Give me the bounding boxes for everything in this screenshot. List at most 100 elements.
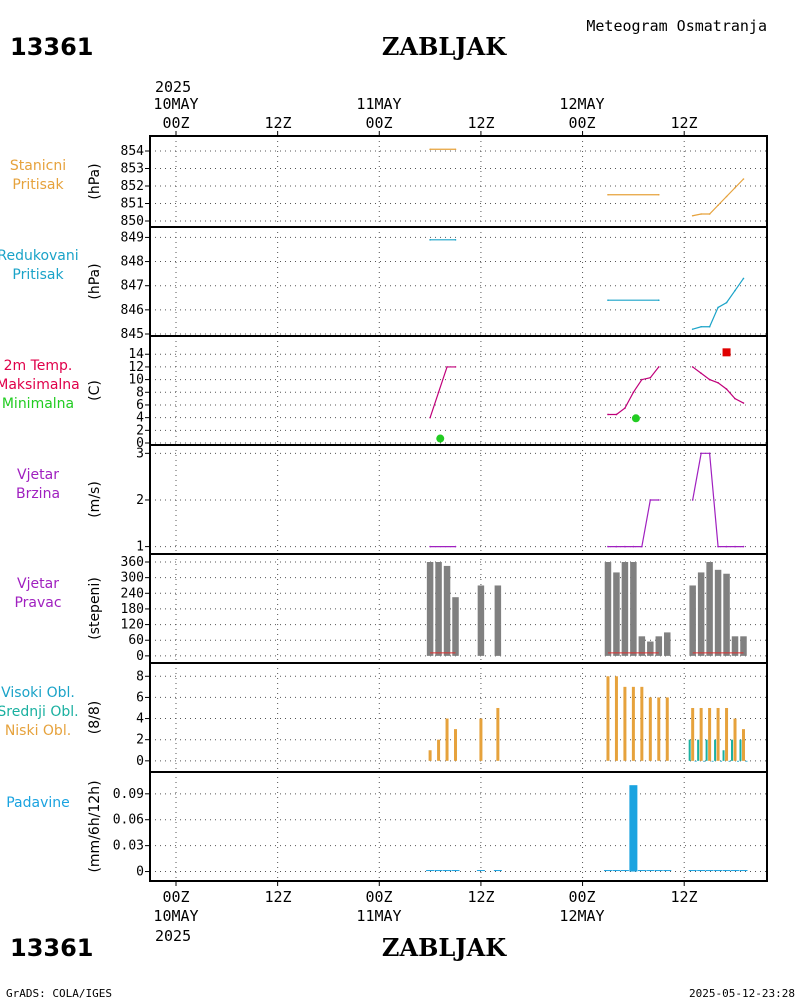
- panel-label: Pravac: [14, 595, 61, 611]
- top-time-ticks: 00Z 12Z 00Z 12Z 00Z 12Z: [162, 114, 698, 136]
- cloud-bar: [445, 718, 449, 761]
- data-point: [717, 306, 719, 309]
- data-point: [691, 499, 694, 501]
- bottom-date-label: 12MAY: [559, 907, 604, 925]
- cloud-bar: [454, 729, 458, 761]
- cloud-bar: [741, 729, 745, 761]
- data-point: [641, 378, 643, 381]
- cloud-bar: [720, 760, 723, 762]
- bottom-time-label: 00Z: [568, 888, 595, 906]
- wind-direction-bar: [647, 641, 654, 656]
- cloud-bar: [631, 686, 635, 761]
- data-point: [607, 545, 609, 548]
- data-point: [700, 213, 702, 215]
- wind-direction-bar: [638, 636, 646, 656]
- data-point: [708, 378, 711, 381]
- series-line: [429, 366, 456, 418]
- y-tick-label: 847: [121, 279, 144, 294]
- cloud-bar: [705, 739, 708, 761]
- data-point: [717, 381, 719, 384]
- y-tick-label: 0: [136, 436, 144, 451]
- panel-wind-speed: 1 2 3 (m/s) Vjetar Brzina: [16, 444, 768, 555]
- wind-direction-bar: [740, 636, 747, 656]
- data-point: [725, 388, 728, 390]
- wind-direction-bar: [723, 573, 730, 656]
- cloud-bar: [711, 760, 714, 762]
- data-point: [429, 148, 431, 151]
- y-tick-label: 0.06: [113, 813, 144, 828]
- station-id-bottom: 13361: [10, 934, 94, 962]
- data-point: [446, 366, 448, 368]
- bottom-date-label: 11MAY: [356, 907, 401, 925]
- data-point: [649, 376, 652, 379]
- bottom-time-label: 00Z: [162, 888, 189, 906]
- y-tick-label: 240: [121, 586, 144, 601]
- y-tick-label: 0.09: [113, 787, 144, 802]
- y-tick-label: 848: [121, 255, 144, 270]
- y-axis-unit: (stepeni): [87, 577, 103, 640]
- cloud-bar: [496, 707, 500, 761]
- top-date-label: 10MAY: [153, 95, 198, 113]
- data-point: [429, 239, 431, 241]
- panel-label: Srednji Obl.: [0, 704, 79, 720]
- data-point: [429, 545, 431, 548]
- top-date-label: 12MAY: [559, 95, 604, 113]
- panel-frame: [149, 662, 768, 773]
- wind-direction-bar: [621, 562, 629, 656]
- data-point: [708, 213, 711, 215]
- series-line: [607, 366, 660, 416]
- wind-direction-bar: [604, 562, 612, 656]
- data-point: [742, 178, 745, 180]
- data-point: [429, 416, 431, 419]
- top-time-label: 12Z: [467, 114, 494, 132]
- top-time-label: 12Z: [670, 114, 697, 132]
- panel-label: 2m Temp.: [4, 358, 73, 374]
- panel-label: Visoki Obl.: [1, 685, 75, 701]
- year-bottom: 2025: [155, 927, 191, 945]
- panel-pressure-reduced: 845 846 847 848 849 (hPa) Redukovani Pritisak: [0, 226, 768, 342]
- cloud-bar: [606, 676, 610, 761]
- panel-label: Niski Obl.: [5, 723, 71, 739]
- data-point: [700, 372, 702, 375]
- y-tick-label: 300: [121, 571, 144, 586]
- y-tick-label: 0: [136, 649, 144, 664]
- station-id-top: 13361: [10, 33, 94, 61]
- cloud-bar: [479, 718, 483, 761]
- y-tick-label: 852: [121, 179, 144, 194]
- bottom-time-label: 12Z: [264, 888, 291, 906]
- panel-label: Vjetar: [17, 576, 59, 592]
- min-temp-marker: [436, 434, 445, 443]
- panel-label: Minimalna: [2, 396, 74, 412]
- cloud-bar: [648, 697, 652, 761]
- y-tick-label: 849: [121, 230, 144, 245]
- wind-direction-bar: [689, 585, 696, 656]
- data-point: [657, 193, 660, 196]
- data-point: [717, 545, 719, 548]
- panel-label: Vjetar: [17, 467, 59, 483]
- series-line: [607, 499, 659, 548]
- y-tick-label: 10: [128, 373, 144, 388]
- data-point: [641, 545, 643, 548]
- cloud-bar: [623, 686, 627, 761]
- series-line: [692, 366, 744, 404]
- panel-frame: [149, 226, 768, 337]
- bottom-date-label: 10MAY: [153, 907, 198, 925]
- data-point: [734, 545, 736, 548]
- y-tick-label: 851: [121, 197, 144, 212]
- cloud-bar: [714, 739, 717, 761]
- cloud-bar: [733, 718, 737, 761]
- footer-timestamp: 2025-05-12-23:28: [689, 987, 795, 1000]
- panel-label: Pritisak: [12, 177, 64, 193]
- cloud-bar: [691, 707, 695, 761]
- cloud-bar: [657, 697, 661, 761]
- data-point: [734, 397, 736, 400]
- panel-frame: [149, 444, 768, 555]
- wind-direction-bar: [452, 597, 459, 656]
- panel-label: Brzina: [16, 486, 60, 502]
- data-point: [437, 391, 440, 394]
- data-point: [454, 545, 457, 548]
- min-temp-marker: [631, 414, 640, 423]
- y-tick-label: 850: [121, 214, 144, 229]
- data-point: [624, 407, 626, 409]
